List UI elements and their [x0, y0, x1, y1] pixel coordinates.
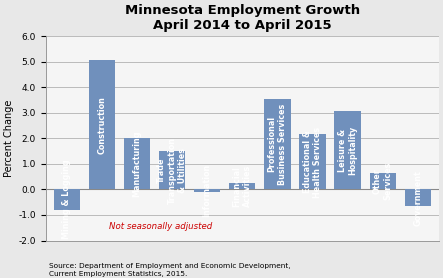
- Text: Financial
Activities: Financial Activities: [233, 165, 252, 207]
- Bar: [404, 189, 431, 206]
- Text: Professional
Business Services: Professional Business Services: [268, 103, 287, 185]
- Title: Minnesota Employment Growth
April 2014 to April 2015: Minnesota Employment Growth April 2014 t…: [124, 4, 360, 32]
- Bar: [299, 135, 326, 189]
- Bar: [194, 189, 220, 192]
- Text: Other
Services: Other Services: [373, 162, 392, 200]
- Bar: [334, 111, 361, 189]
- Text: Government: Government: [413, 170, 422, 226]
- Bar: [89, 60, 115, 189]
- Bar: [264, 99, 291, 189]
- Text: Educational &
Health Services: Educational & Health Services: [303, 126, 322, 198]
- Bar: [124, 138, 150, 189]
- Bar: [159, 151, 185, 189]
- Text: Source: Department of Employment and Economic Development,
Current Employment St: Source: Department of Employment and Eco…: [49, 263, 290, 277]
- Text: Mining & Logging: Mining & Logging: [62, 160, 71, 239]
- Text: Manufacturing: Manufacturing: [132, 131, 141, 197]
- Y-axis label: Percent Change: Percent Change: [4, 100, 14, 177]
- Bar: [54, 189, 80, 210]
- Text: Information: Information: [202, 164, 212, 217]
- Bar: [369, 173, 396, 189]
- Text: Trade
Transportation
& Utilities: Trade Transportation & Utilities: [157, 137, 187, 204]
- Text: Leisure &
Hospitality: Leisure & Hospitality: [338, 126, 357, 175]
- Bar: [229, 183, 256, 189]
- Text: Construction: Construction: [97, 96, 106, 154]
- Text: Not seasonally adjusted: Not seasonally adjusted: [109, 222, 212, 231]
